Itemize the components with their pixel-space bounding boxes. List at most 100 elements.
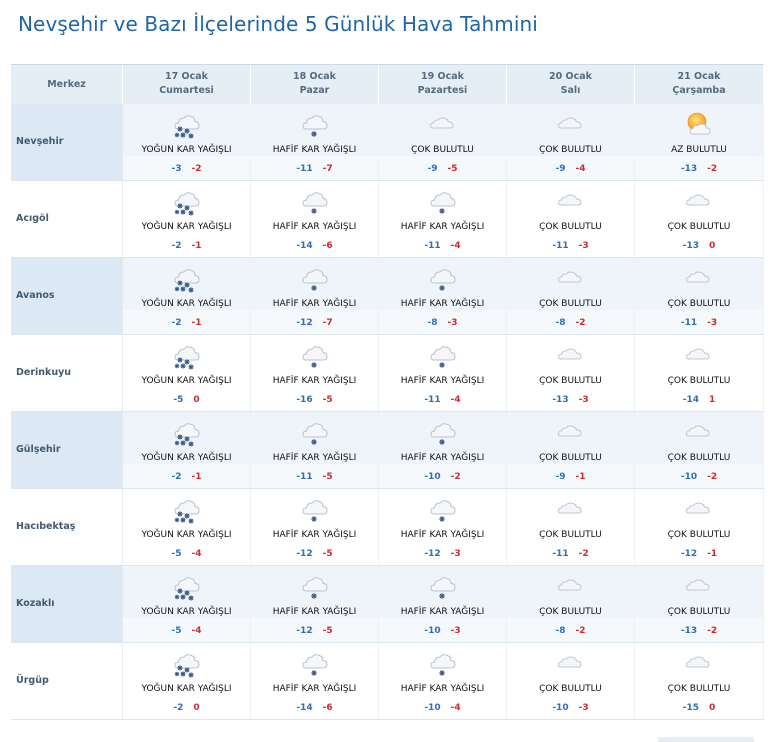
page-title: Nevşehir ve Bazı İlçelerinde 5 Günlük Ha… xyxy=(18,12,538,36)
condition-label: YOĞUN KAR YAĞIŞLI xyxy=(141,530,232,540)
condition-label: HAFİF KAR YAĞIŞLI xyxy=(272,145,357,155)
overcast-cloud-icon xyxy=(683,417,715,447)
location-cell: Hacıbektaş xyxy=(11,489,123,565)
location-cell: Avanos xyxy=(11,258,123,334)
temperature-range: -10 -3 xyxy=(507,703,634,713)
temperature-range: -9 -5 xyxy=(379,164,506,174)
condition-label: ÇOK BULUTLU xyxy=(411,145,474,155)
temperature-range: -15 0 xyxy=(635,703,763,713)
temperature-range: -5 -4 xyxy=(123,549,250,559)
condition-label: YOĞUN KAR YAĞIŞLI xyxy=(141,376,232,386)
column-header-day-2: 18 Ocak Pazar xyxy=(251,65,379,105)
forecast-cell: HAFİF KAR YAĞIŞLI -12 -5 xyxy=(251,489,379,565)
temperature-range: -13 -2 xyxy=(635,164,763,174)
forecast-cell: ÇOK BULUTLU -10 -3 xyxy=(507,643,635,719)
min-temperature: -12 xyxy=(296,549,313,559)
temperature-range: -16 -5 xyxy=(251,395,378,405)
condition-label: ÇOK BULUTLU xyxy=(667,376,731,386)
forecast-table: Merkez 17 Ocak Cumartesi 18 Ocak Pazar 1… xyxy=(11,64,764,742)
temperature-range: -8 -2 xyxy=(507,318,634,328)
max-temperature: -1 xyxy=(191,318,202,328)
day-weekday: Pazar xyxy=(299,85,330,96)
temperature-range: -2 0 xyxy=(123,703,250,713)
forecast-cell: YOĞUN KAR YAĞIŞLI -2 -1 xyxy=(123,412,251,488)
light-snow-icon xyxy=(299,571,331,601)
light-snow-icon xyxy=(299,186,331,216)
forecast-cell: YOĞUN KAR YAĞIŞLI -3 -2 xyxy=(123,104,251,180)
overcast-cloud-icon xyxy=(555,417,587,447)
condition-label: ÇOK BULUTLU xyxy=(539,299,602,309)
max-temperature: -2 xyxy=(707,164,718,174)
temperature-range: -13 0 xyxy=(635,241,763,251)
temperature-range: -11 -3 xyxy=(507,241,634,251)
heavy-snow-icon xyxy=(171,340,203,370)
min-temperature: -11 xyxy=(424,241,441,251)
overcast-cloud-icon xyxy=(683,571,715,601)
condition-label: HAFİF KAR YAĞIŞLI xyxy=(400,530,485,540)
temperature-range: -14 -6 xyxy=(251,703,378,713)
forecast-cell: HAFİF KAR YAĞIŞLI -12 -5 xyxy=(251,566,379,642)
max-temperature: -3 xyxy=(450,549,461,559)
day-weekday: Cumartesi xyxy=(159,85,214,96)
min-temperature: -16 xyxy=(296,395,313,405)
max-temperature: -2 xyxy=(707,626,718,636)
day-date: 21 Ocak xyxy=(677,71,721,82)
min-temperature: -11 xyxy=(296,164,313,174)
max-temperature: -4 xyxy=(450,241,461,251)
condition-label: HAFİF KAR YAĞIŞLI xyxy=(272,684,357,694)
min-temperature: -9 xyxy=(555,164,566,174)
max-temperature: -3 xyxy=(447,318,458,328)
min-temperature: -5 xyxy=(171,549,182,559)
condition-label: ÇOK BULUTLU xyxy=(667,530,731,540)
heavy-snow-icon xyxy=(171,186,203,216)
light-snow-icon xyxy=(299,340,331,370)
min-temperature: -9 xyxy=(555,472,566,482)
forecast-cell: HAFİF KAR YAĞIŞLI -11 -5 xyxy=(251,412,379,488)
min-temperature: -13 xyxy=(682,241,699,251)
temperature-range: -12 -3 xyxy=(379,549,506,559)
max-temperature: -2 xyxy=(575,626,586,636)
forecast-cell: ÇOK BULUTLU -12 -1 xyxy=(635,489,764,565)
max-temperature: -5 xyxy=(322,472,333,482)
temperature-range: -10 -4 xyxy=(379,703,506,713)
forecast-cell: ÇOK BULUTLU -13 0 xyxy=(635,181,764,257)
max-temperature: 0 xyxy=(709,703,716,713)
condition-label: ÇOK BULUTLU xyxy=(539,376,602,386)
condition-label: YOĞUN KAR YAĞIŞLI xyxy=(141,684,232,694)
overcast-cloud-icon xyxy=(683,648,715,678)
light-snow-icon xyxy=(427,571,459,601)
temperature-range: -9 -4 xyxy=(507,164,634,174)
heavy-snow-icon xyxy=(171,494,203,524)
heavy-snow-icon xyxy=(171,648,203,678)
forecast-cell: YOĞUN KAR YAĞIŞLI -5 -4 xyxy=(123,489,251,565)
scroll-indicator xyxy=(658,737,754,742)
temperature-range: -10 -2 xyxy=(635,472,763,482)
condition-label: YOĞUN KAR YAĞIŞLI xyxy=(141,145,232,155)
condition-label: HAFİF KAR YAĞIŞLI xyxy=(400,222,485,232)
table-row: Avanos YOĞUN KAR YAĞIŞLI -2 -1 HAFİF KAR YAĞ… xyxy=(11,258,764,335)
overcast-cloud-icon xyxy=(555,263,587,293)
min-temperature: -14 xyxy=(296,241,313,251)
day-weekday: Çarşamba xyxy=(672,85,726,96)
forecast-cell: YOĞUN KAR YAĞIŞLI -2 -1 xyxy=(123,258,251,334)
temperature-range: -12 -5 xyxy=(251,626,378,636)
max-temperature: -3 xyxy=(578,395,589,405)
temperature-range: -10 -2 xyxy=(379,472,506,482)
temperature-range: -9 -1 xyxy=(507,472,634,482)
min-temperature: -11 xyxy=(552,241,569,251)
min-temperature: -3 xyxy=(171,164,182,174)
condition-label: ÇOK BULUTLU xyxy=(667,607,731,617)
forecast-cell: ÇOK BULUTLU -14 1 xyxy=(635,335,764,411)
min-temperature: -12 xyxy=(296,626,313,636)
overcast-cloud-icon xyxy=(683,263,715,293)
table-row: Hacıbektaş YOĞUN KAR YAĞIŞLI -5 -4 HAFİF KAR… xyxy=(11,489,764,566)
condition-label: AZ BULUTLU xyxy=(671,145,727,155)
condition-label: ÇOK BULUTLU xyxy=(667,453,731,463)
condition-label: ÇOK BULUTLU xyxy=(667,299,731,309)
max-temperature: -4 xyxy=(450,395,461,405)
temperature-range: -14 -6 xyxy=(251,241,378,251)
condition-label: HAFİF KAR YAĞIŞLI xyxy=(272,222,357,232)
forecast-cell: ÇOK BULUTLU -11 -3 xyxy=(507,181,635,257)
condition-label: ÇOK BULUTLU xyxy=(539,607,602,617)
location-name: Gülşehir xyxy=(16,444,61,455)
